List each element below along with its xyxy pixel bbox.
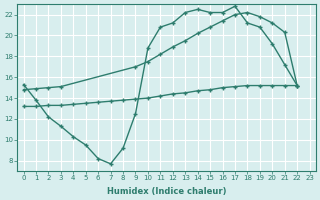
X-axis label: Humidex (Indice chaleur): Humidex (Indice chaleur) — [107, 187, 226, 196]
